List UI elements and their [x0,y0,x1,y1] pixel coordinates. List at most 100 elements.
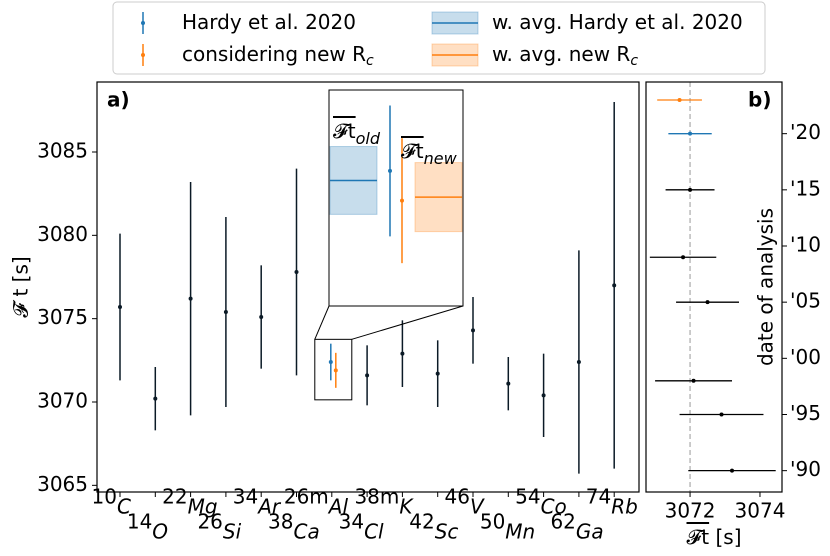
legend-name: Hardy et al. 2020 [182,10,356,34]
category-element: K [399,495,414,519]
data-point [691,378,696,383]
y-tick-label: '90 [790,457,821,481]
legend-name: w. avg. Hardy et al. 2020 [492,10,743,34]
y-tick-label: '10 [790,233,821,257]
category-mass: 10 [92,485,117,509]
legend-name-sub: c [366,53,374,69]
category-mass: 26m [284,485,329,509]
inset-data-point [388,168,392,173]
inset-label: 𝓕tnew [401,139,458,168]
y-tick-label: 3075 [37,305,88,329]
inset-connector [351,305,464,340]
data-point [333,368,338,373]
legend-box [112,1,766,75]
data-point [705,300,710,305]
category-element: Mg [188,495,218,519]
data-point [506,381,511,386]
data-point [400,351,405,356]
x-axis-label-symbol: 𝓕t [687,525,710,549]
inset-data-point [400,198,404,203]
data-point [719,412,724,417]
category-element: O [152,520,168,544]
legend-label: Hardy et al. 2020 [182,10,356,34]
y-tick-label: 3085 [37,139,88,163]
category-element: Co [541,495,567,519]
category-element: Cl [364,520,384,544]
category-element: Si [223,520,242,544]
category-mass: 34 [339,510,364,534]
inset-connector [314,305,330,340]
y-tick-label: 3065 [37,472,88,496]
data-point [118,305,122,309]
category-mass: 14 [127,510,152,534]
y-tick-label: '95 [790,401,821,425]
data-point [677,97,682,102]
plot-frame [645,81,783,493]
y-tick-label: '05 [790,289,821,313]
legend-name: considering new R [182,42,366,66]
inset-label-symbol: 𝓕t [333,119,356,143]
inset-label-sub: old [356,129,381,148]
data-point [223,310,228,314]
y-tick-label: '00 [790,345,821,369]
category-mass: 38m [354,485,399,509]
data-point [328,360,333,364]
category-mass: 38 [268,510,293,534]
legend-label: considering new Rc [182,42,374,70]
data-point [681,255,686,260]
category-mass: 22 [162,485,187,509]
data-point [576,360,581,364]
legend-name-sub: c [630,53,638,69]
category-element: Ar [256,495,282,519]
inset-label-sub: new [424,149,458,168]
data-point [435,371,440,376]
category-element: Sc [435,520,459,544]
inset-indicator [314,338,353,401]
category-mass: 46 [445,485,470,509]
data-point [153,396,158,401]
category-mass: 50 [480,510,505,534]
data-point [612,283,617,288]
category-mass: 74 [586,485,611,509]
data-point [365,373,370,378]
data-point [294,270,299,274]
y-tick-label: '20 [790,120,821,144]
plot-frame [96,81,640,493]
data-point [471,328,475,333]
x-tick-label: 3072 [665,499,716,523]
y-tick-label: 3070 [37,389,88,413]
panel-label: a) [107,88,130,112]
legend-label: w. avg. Hardy et al. 2020 [492,10,743,34]
panel-label: b) [748,88,771,112]
data-point [688,187,693,192]
category-element: Mn [505,520,535,544]
category-element: V [470,495,485,519]
category-mass: 62 [550,510,575,534]
y-tick-label: '15 [790,176,821,200]
category-mass: 54 [515,485,540,509]
category-element: Al [327,495,349,519]
data-point [259,315,264,319]
legend-icon-dot [141,53,145,57]
category-element: Ca [294,520,320,544]
category-mass: 26 [197,510,222,534]
y-axis-label: 𝓕 t [s] [9,256,33,317]
data-point [188,296,193,301]
inset-label-symbol: 𝓕t [401,139,424,163]
category-mass: 42 [409,510,434,534]
data-point [541,393,546,398]
legend-label: w. avg. new Rc [492,42,638,70]
data-point [688,131,693,136]
inset-label: 𝓕told [333,119,381,148]
x-tick-label: 3074 [735,499,786,523]
y-tick-label: 3080 [37,222,88,246]
x-axis-label: 𝓕t [s] [687,525,742,549]
inset-frame [328,89,464,307]
legend-name: w. avg. new R [492,42,630,66]
category-element: Rb [611,495,638,519]
y-axis-label: date of analysis [754,208,778,366]
x-axis-label-unit: [s] [709,525,741,549]
legend-icon-dot [141,21,145,25]
category-element: Ga [576,520,604,544]
